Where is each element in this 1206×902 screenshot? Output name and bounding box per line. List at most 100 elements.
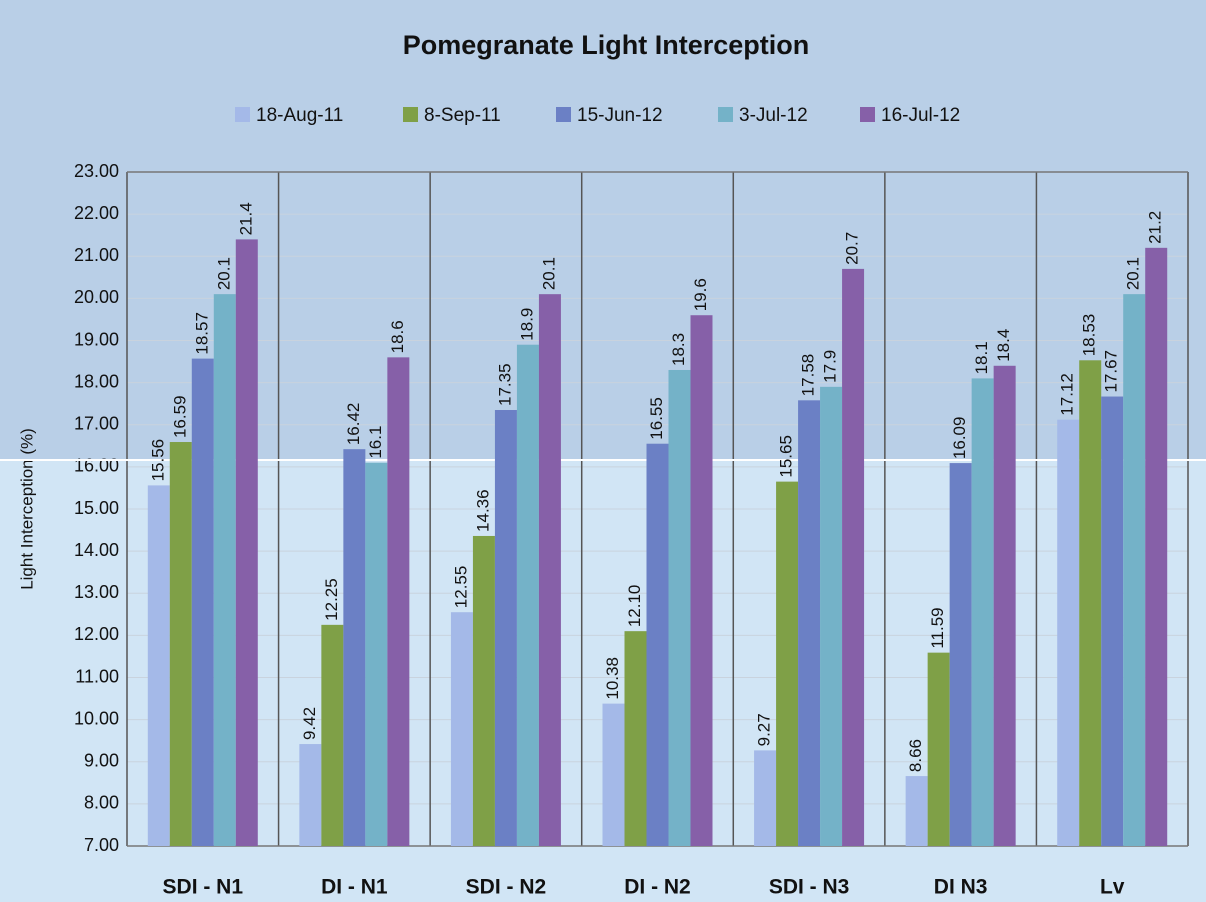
bar: [538, 294, 561, 847]
bar: [842, 268, 865, 846]
bar: [387, 357, 410, 846]
value-label: 20.1: [214, 257, 233, 290]
bar: [624, 631, 647, 846]
bar: [927, 652, 950, 846]
x-tick-label: DI - N1: [321, 876, 388, 899]
y-tick-label: 19.00: [74, 329, 119, 349]
y-tick-label: 7.00: [84, 835, 119, 855]
value-label: 17.9: [821, 350, 840, 383]
value-label: 20.1: [1124, 257, 1143, 290]
legend-label: 3-Jul-12: [739, 105, 808, 126]
value-label: 17.67: [1102, 350, 1121, 393]
bar: [690, 315, 713, 847]
bar: [191, 358, 214, 846]
chart-title: Pomegranate Light Interception: [403, 30, 810, 60]
y-tick-label: 21.00: [74, 245, 119, 265]
y-tick-label: 11.00: [75, 666, 119, 686]
bar: [949, 463, 972, 846]
x-tick-label: DI N3: [934, 876, 988, 899]
value-label: 11.59: [928, 607, 947, 648]
value-label: 16.55: [647, 397, 666, 440]
value-label: 17.58: [799, 354, 818, 397]
y-tick-label: 14.00: [74, 540, 119, 560]
x-tick-label: SDI - N2: [466, 876, 547, 899]
value-label: 19.6: [691, 278, 710, 311]
legend-swatch: [860, 107, 875, 122]
y-tick-label: 10.00: [74, 708, 119, 728]
value-label: 12.25: [322, 578, 341, 621]
y-tick-label: 15.00: [74, 498, 119, 518]
legend-label: 15-Jun-12: [577, 105, 663, 126]
bar: [668, 369, 691, 846]
bar: [213, 294, 236, 847]
bar: [646, 443, 669, 846]
value-label: 8.66: [906, 739, 925, 772]
value-label: 18.9: [517, 308, 536, 341]
bar: [169, 442, 192, 846]
x-tick-label: SDI - N3: [769, 876, 850, 899]
x-tick-label: SDI - N1: [163, 876, 244, 899]
value-label: 18.53: [1080, 314, 1099, 357]
value-label: 16.59: [170, 395, 189, 438]
legend-swatch: [556, 107, 571, 122]
value-label: 20.1: [539, 257, 558, 290]
legend-label: 18-Aug-11: [256, 105, 343, 126]
value-label: 16.1: [366, 426, 385, 459]
value-label: 15.65: [777, 435, 796, 478]
y-tick-label: 20.00: [74, 287, 119, 307]
bar: [971, 378, 994, 846]
background-top: [0, 0, 1206, 460]
y-tick-label: 16.00: [74, 456, 119, 476]
value-label: 12.55: [451, 566, 470, 609]
bar: [343, 449, 366, 846]
value-label: 21.2: [1146, 211, 1165, 244]
bar: [1079, 360, 1102, 846]
bar: [494, 410, 517, 846]
bar: [602, 703, 625, 846]
value-label: 16.42: [344, 403, 363, 446]
bar: [450, 612, 473, 846]
bar: [1057, 419, 1080, 846]
bar: [820, 386, 843, 846]
y-tick-label: 8.00: [84, 793, 119, 813]
value-label: 21.4: [236, 202, 255, 235]
y-tick-label: 22.00: [74, 203, 119, 223]
value-label: 18.3: [669, 333, 688, 366]
bar: [993, 365, 1016, 846]
bar: [472, 535, 495, 846]
value-label: 18.1: [972, 341, 991, 374]
value-label: 20.7: [843, 232, 862, 265]
bar: [776, 481, 799, 846]
bar: [321, 624, 344, 846]
y-tick-label: 18.00: [74, 371, 119, 391]
bar: [365, 462, 388, 846]
legend-swatch: [718, 107, 733, 122]
bar: [516, 344, 539, 846]
value-label: 17.35: [495, 363, 514, 406]
x-tick-label: Lv: [1100, 876, 1125, 899]
value-label: 9.42: [300, 707, 319, 740]
value-label: 18.6: [388, 320, 407, 353]
y-tick-label: 23.00: [74, 161, 119, 181]
bar: [147, 485, 170, 846]
y-tick-label: 12.00: [74, 624, 119, 644]
value-label: 12.10: [625, 585, 644, 628]
legend-swatch: [235, 107, 250, 122]
bar: [1123, 294, 1146, 847]
legend-label: 8-Sep-11: [424, 105, 501, 126]
bar: [1101, 396, 1124, 846]
value-label: 18.4: [994, 329, 1013, 362]
value-label: 18.57: [192, 312, 211, 355]
value-label: 15.56: [148, 439, 167, 482]
legend-swatch: [403, 107, 418, 122]
x-tick-label: DI - N2: [624, 876, 691, 899]
bar: [798, 400, 821, 846]
value-label: 9.27: [755, 713, 774, 746]
y-tick-label: 9.00: [84, 751, 119, 771]
bar: [905, 776, 928, 846]
value-label: 10.38: [603, 657, 622, 700]
value-label: 16.09: [950, 417, 969, 460]
value-label: 14.36: [473, 489, 492, 532]
value-label: 17.12: [1058, 373, 1077, 416]
